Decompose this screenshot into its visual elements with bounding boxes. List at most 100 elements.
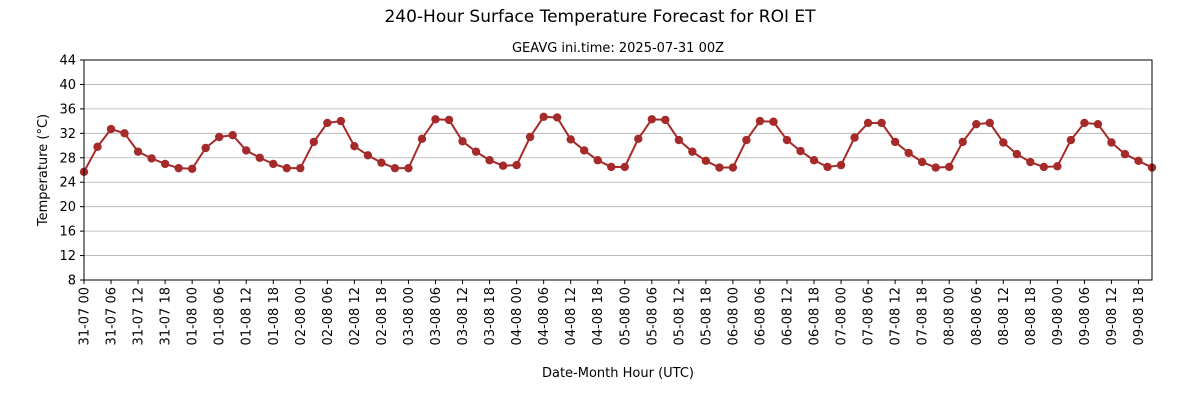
data-point bbox=[160, 159, 170, 169]
data-point bbox=[863, 118, 873, 128]
data-point bbox=[431, 115, 440, 124]
x-tick-label: 02-08 06 bbox=[321, 287, 336, 345]
data-point bbox=[174, 163, 183, 173]
data-point bbox=[809, 156, 819, 165]
x-tick-label: 06-08 06 bbox=[753, 287, 768, 345]
data-point bbox=[458, 137, 467, 146]
data-point bbox=[972, 119, 981, 129]
data-point bbox=[336, 116, 346, 126]
x-tick-label: 06-08 00 bbox=[726, 287, 741, 345]
x-tick-label: 05-08 06 bbox=[645, 287, 660, 345]
data-point bbox=[552, 113, 562, 122]
data-point bbox=[728, 163, 738, 172]
data-point bbox=[296, 163, 305, 173]
x-tick-label: 02-08 12 bbox=[348, 287, 363, 345]
data-point bbox=[1026, 157, 1035, 167]
y-tick-label: 28 bbox=[59, 151, 76, 166]
data-point bbox=[350, 141, 359, 151]
series-temperature bbox=[79, 112, 1157, 177]
data-point bbox=[917, 157, 927, 167]
data-point bbox=[377, 158, 386, 167]
x-tick-label: 31-07 12 bbox=[132, 287, 147, 345]
data-point bbox=[945, 162, 954, 172]
data-point bbox=[1080, 118, 1089, 128]
x-tick-label: 03-08 18 bbox=[483, 287, 498, 345]
y-tick-label: 32 bbox=[59, 127, 76, 142]
x-tick-label: 05-08 00 bbox=[618, 287, 633, 345]
x-tick-label: 07-08 00 bbox=[835, 287, 850, 345]
data-point bbox=[147, 154, 156, 163]
x-tick-label: 31-07 00 bbox=[78, 287, 93, 345]
x-tick-label: 01-08 12 bbox=[240, 287, 255, 345]
data-point bbox=[607, 162, 616, 172]
x-tick-label: 07-08 12 bbox=[889, 287, 904, 345]
x-tick-label: 04-08 00 bbox=[510, 287, 525, 345]
x-tick-label: 07-08 06 bbox=[862, 287, 877, 345]
data-point bbox=[133, 147, 143, 156]
data-point bbox=[187, 164, 197, 173]
data-point bbox=[715, 163, 724, 172]
data-point bbox=[634, 134, 643, 144]
chart-subtitle: GEAVG ini.time: 2025-07-31 00Z bbox=[512, 41, 724, 56]
data-point bbox=[309, 137, 319, 147]
data-point bbox=[485, 156, 494, 165]
data-point bbox=[674, 135, 684, 145]
x-tick-label: 31-07 06 bbox=[105, 287, 120, 345]
plot-frame bbox=[83, 59, 1153, 281]
x-tick-label: 04-08 18 bbox=[591, 287, 606, 345]
y-tick-label: 36 bbox=[59, 102, 76, 117]
data-point bbox=[1093, 119, 1103, 129]
data-point bbox=[525, 132, 535, 142]
y-tick-label: 16 bbox=[59, 225, 76, 240]
data-point bbox=[850, 133, 859, 142]
x-tick-label: 08-08 12 bbox=[997, 287, 1012, 345]
data-point bbox=[566, 135, 575, 144]
x-tick-label: 04-08 12 bbox=[564, 287, 579, 345]
data-point bbox=[282, 163, 291, 173]
x-tick-label: 05-08 12 bbox=[672, 287, 687, 345]
x-tick-label: 03-08 12 bbox=[456, 287, 471, 345]
data-point bbox=[580, 146, 589, 155]
data-point bbox=[512, 160, 521, 170]
data-point bbox=[323, 118, 332, 128]
data-point bbox=[958, 137, 967, 147]
data-point bbox=[823, 162, 832, 172]
grid-lines bbox=[84, 59, 1152, 281]
data-point bbox=[444, 115, 454, 125]
data-point bbox=[1039, 162, 1049, 172]
data-point bbox=[593, 156, 602, 165]
x-tick-label: 08-08 00 bbox=[943, 287, 958, 345]
x-tick-label: 02-08 18 bbox=[375, 287, 390, 345]
data-point bbox=[904, 148, 913, 158]
data-point bbox=[242, 146, 251, 155]
data-point bbox=[269, 159, 278, 169]
data-point bbox=[201, 143, 210, 153]
x-tick-label: 05-08 18 bbox=[699, 287, 714, 345]
data-point bbox=[688, 147, 697, 156]
data-point bbox=[999, 138, 1008, 147]
x-axis-ticks: 31-07 00 31-07 06 31-07 12 31-07 18 01-08 00… bbox=[78, 280, 1147, 345]
x-tick-label: 31-07 18 bbox=[159, 287, 174, 345]
data-point bbox=[836, 160, 846, 170]
data-point bbox=[539, 112, 548, 122]
y-tick-label: 44 bbox=[59, 54, 76, 69]
data-point bbox=[404, 163, 413, 173]
data-point bbox=[471, 147, 481, 156]
data-point bbox=[796, 146, 805, 156]
x-axis-label: Date-Month Hour (UTC) bbox=[542, 366, 694, 381]
data-point bbox=[1120, 149, 1130, 159]
x-tick-label: 09-08 12 bbox=[1105, 287, 1120, 345]
data-point bbox=[701, 156, 711, 166]
data-point bbox=[1107, 138, 1116, 147]
data-point bbox=[755, 116, 765, 126]
data-point bbox=[742, 135, 751, 145]
y-axis-label: Temperature (°C) bbox=[36, 114, 51, 227]
data-point bbox=[661, 115, 670, 125]
y-tick-label: 24 bbox=[59, 176, 76, 191]
x-tick-label: 02-08 00 bbox=[294, 287, 309, 345]
data-point bbox=[1066, 135, 1076, 145]
chart-title: 240-Hour Surface Temperature Forecast fo… bbox=[384, 7, 816, 27]
x-tick-label: 06-08 12 bbox=[780, 287, 795, 345]
data-point bbox=[985, 118, 994, 128]
x-tick-label: 09-08 06 bbox=[1078, 287, 1093, 345]
